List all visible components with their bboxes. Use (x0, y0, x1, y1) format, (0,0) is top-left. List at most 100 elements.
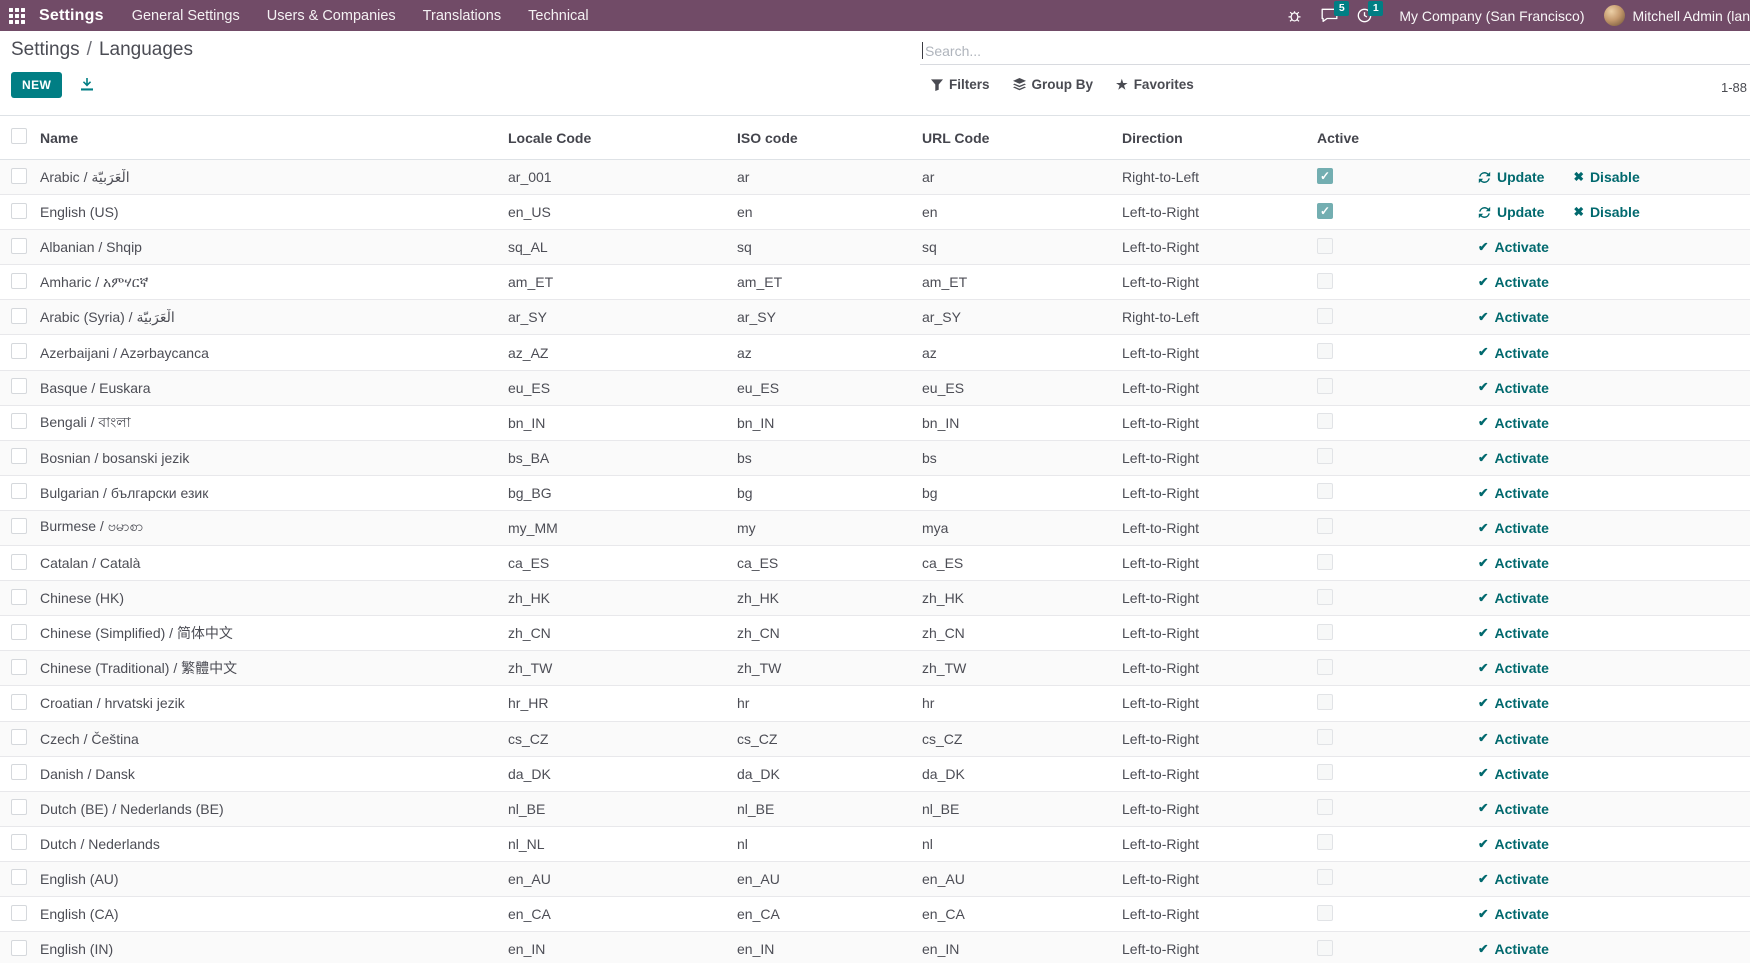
activate-button[interactable]: ✔ Activate (1478, 379, 1549, 396)
table-row[interactable]: Amharic / አምሃርኛ am_ET am_ET am_ET Left-t… (0, 265, 1750, 301)
new-button[interactable]: NEW (11, 72, 63, 98)
activate-button[interactable]: ✔ Activate (1478, 765, 1549, 782)
table-row[interactable]: Danish / Dansk da_DK da_DK da_DK Left-to… (0, 757, 1750, 792)
favorites-button[interactable]: ★ Favorites (1116, 77, 1194, 92)
activate-button[interactable]: ✔ Activate (1478, 660, 1549, 677)
activate-button[interactable]: ✔ Activate (1478, 414, 1549, 431)
table-row[interactable]: Bosnian / bosanski jezik bs_BA bs bs Lef… (0, 440, 1750, 476)
activate-button[interactable]: ✔ Activate (1478, 625, 1549, 642)
activate-button[interactable]: ✔ Activate (1478, 555, 1549, 572)
activate-button[interactable]: ✔ Activate (1478, 274, 1549, 291)
row-select-checkbox[interactable] (11, 693, 27, 710)
row-select-checkbox[interactable] (11, 448, 27, 465)
activate-button[interactable]: ✔ Activate (1478, 800, 1549, 817)
table-row[interactable]: English (AU) en_AU en_AU en_AU Left-to-R… (0, 861, 1750, 897)
table-row[interactable]: English (IN) en_IN en_IN en_IN Left-to-R… (0, 932, 1750, 963)
row-select-checkbox[interactable] (11, 553, 27, 570)
menu-translations[interactable]: Translations (422, 7, 502, 24)
activate-button[interactable]: ✔ Activate (1478, 344, 1549, 361)
table-row[interactable]: Chinese (Simplified) / 简体中文 zh_CN zh_CN … (0, 616, 1750, 652)
activate-button[interactable]: ✔ Activate (1478, 590, 1549, 607)
activate-button[interactable]: ✔ Activate (1478, 906, 1549, 923)
row-select-checkbox[interactable] (11, 869, 27, 886)
activities-icon[interactable]: 1 (1357, 1, 1384, 23)
activate-button[interactable]: ✔ Activate (1478, 695, 1549, 712)
user-avatar[interactable] (1603, 5, 1625, 26)
pager[interactable]: 1-88 (1720, 80, 1747, 95)
row-select-checkbox[interactable] (11, 729, 27, 746)
row-select-checkbox[interactable] (11, 658, 27, 675)
table-row[interactable]: Dutch (BE) / Nederlands (BE) nl_BE nl_BE… (0, 791, 1750, 827)
row-select-checkbox[interactable] (11, 483, 27, 500)
update-button[interactable]: Update (1478, 204, 1544, 220)
search-input[interactable] (920, 42, 1750, 59)
activate-button[interactable]: ✔ Activate (1478, 941, 1549, 958)
row-select-checkbox[interactable] (11, 307, 27, 324)
activate-button[interactable]: ✔ Activate (1478, 449, 1549, 466)
row-select-checkbox[interactable] (11, 904, 27, 921)
direction: Left-to-Right (1122, 870, 1200, 887)
menu-users-companies[interactable]: Users & Companies (266, 7, 396, 24)
table-row[interactable]: Croatian / hrvatski jezik hr_HR hr hr Le… (0, 686, 1750, 722)
url-code: bn_IN (922, 414, 960, 431)
row-select-checkbox[interactable] (11, 237, 27, 254)
table-row[interactable]: Czech / Čeština cs_CZ cs_CZ cs_CZ Left-t… (0, 721, 1750, 757)
row-select-checkbox[interactable] (11, 167, 27, 184)
table-row[interactable]: Dutch / Nederlands nl_NL nl nl Left-to-R… (0, 827, 1750, 862)
header-name[interactable]: Name (40, 129, 79, 146)
activate-button[interactable]: ✔ Activate (1478, 519, 1549, 536)
table-row[interactable]: Chinese (HK) zh_HK zh_HK zh_HK Left-to-R… (0, 581, 1750, 617)
row-select-checkbox[interactable] (11, 939, 27, 956)
row-select-checkbox[interactable] (11, 518, 27, 535)
header-direction[interactable]: Direction (1122, 129, 1183, 146)
table-row[interactable]: English (US) en_US en en Left-to-Right U… (0, 195, 1750, 231)
table-row[interactable]: Bengali / বাংলা bn_IN bn_IN bn_IN Left-t… (0, 406, 1750, 441)
app-name[interactable]: Settings (39, 6, 104, 24)
row-select-checkbox[interactable] (11, 343, 27, 360)
header-locale-code[interactable]: Locale Code (508, 129, 592, 146)
company-switcher[interactable]: My Company (San Francisco) (1399, 7, 1585, 24)
select-all-checkbox[interactable] (11, 128, 27, 144)
group-by-button[interactable]: Group By (1012, 77, 1093, 92)
messages-icon[interactable]: 5 (1321, 1, 1350, 23)
filters-button[interactable]: Filters (931, 77, 990, 92)
table-row[interactable]: Albanian / Shqip sq_AL sq sq Left-to-Rig… (0, 230, 1750, 266)
table-row[interactable]: Bulgarian / български език bg_BG bg bg L… (0, 476, 1750, 511)
disable-button[interactable]: ✖ Disable (1573, 169, 1640, 186)
row-select-checkbox[interactable] (11, 588, 27, 605)
breadcrumb-settings[interactable]: Settings (11, 39, 80, 60)
activate-button[interactable]: ✔ Activate (1478, 484, 1549, 501)
disable-button[interactable]: ✖ Disable (1573, 204, 1640, 221)
activate-button[interactable]: ✔ Activate (1478, 239, 1549, 256)
activate-button[interactable]: ✔ Activate (1478, 835, 1549, 852)
table-row[interactable]: English (CA) en_CA en_CA en_CA Left-to-R… (0, 897, 1750, 933)
update-button[interactable]: Update (1478, 169, 1544, 185)
user-menu[interactable]: Mitchell Admin (lan (1632, 7, 1750, 24)
header-active[interactable]: Active (1317, 129, 1360, 146)
activate-button[interactable]: ✔ Activate (1478, 309, 1549, 326)
table-row[interactable]: Arabic (Syria) / الْعَرَبيّة ar_SY ar_SY… (0, 300, 1750, 336)
row-select-checkbox[interactable] (11, 623, 27, 640)
row-select-checkbox[interactable] (11, 764, 27, 781)
row-select-checkbox[interactable] (11, 202, 27, 219)
row-select-checkbox[interactable] (11, 272, 27, 289)
activate-button[interactable]: ✔ Activate (1478, 730, 1549, 747)
table-row[interactable]: Azerbaijani / Azərbaycanca az_AZ az az L… (0, 335, 1750, 371)
table-row[interactable]: Burmese / ဗမာစာ my_MM my mya Left-to-Rig… (0, 510, 1750, 547)
menu-technical[interactable]: Technical (528, 7, 589, 24)
row-select-checkbox[interactable] (11, 799, 27, 816)
row-select-checkbox[interactable] (11, 378, 27, 395)
activate-button[interactable]: ✔ Activate (1478, 870, 1549, 887)
header-iso-code[interactable]: ISO code (737, 129, 798, 146)
table-row[interactable]: Catalan / Català ca_ES ca_ES ca_ES Left-… (0, 546, 1750, 582)
header-url-code[interactable]: URL Code (922, 129, 990, 146)
menu-general-settings[interactable]: General Settings (131, 7, 240, 24)
table-row[interactable]: Arabic / الْعَرَبيّة ar_001 ar ar Right-… (0, 160, 1750, 196)
export-icon[interactable] (79, 77, 95, 93)
row-select-checkbox[interactable] (11, 834, 27, 851)
table-row[interactable]: Chinese (Traditional) / 繁體中文 zh_TW zh_TW… (0, 651, 1750, 687)
apps-menu-icon[interactable] (9, 7, 25, 24)
debug-icon[interactable] (1287, 8, 1302, 23)
table-row[interactable]: Basque / Euskara eu_ES eu_ES eu_ES Left-… (0, 370, 1750, 406)
row-select-checkbox[interactable] (11, 413, 27, 430)
